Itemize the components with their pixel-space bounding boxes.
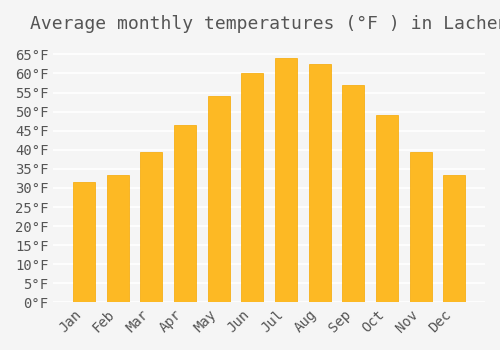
Bar	[174, 125, 196, 302]
Bar	[410, 152, 432, 302]
Bar	[444, 175, 466, 302]
Bar	[208, 96, 230, 302]
Bar	[376, 116, 398, 302]
Bar	[73, 182, 95, 302]
Bar	[140, 152, 162, 302]
Title: Average monthly temperatures (°F ) in Lachen: Average monthly temperatures (°F ) in La…	[30, 15, 500, 33]
Bar	[342, 85, 364, 302]
Bar	[309, 64, 330, 302]
Bar	[275, 58, 297, 302]
Bar	[242, 74, 264, 302]
Bar	[106, 175, 128, 302]
